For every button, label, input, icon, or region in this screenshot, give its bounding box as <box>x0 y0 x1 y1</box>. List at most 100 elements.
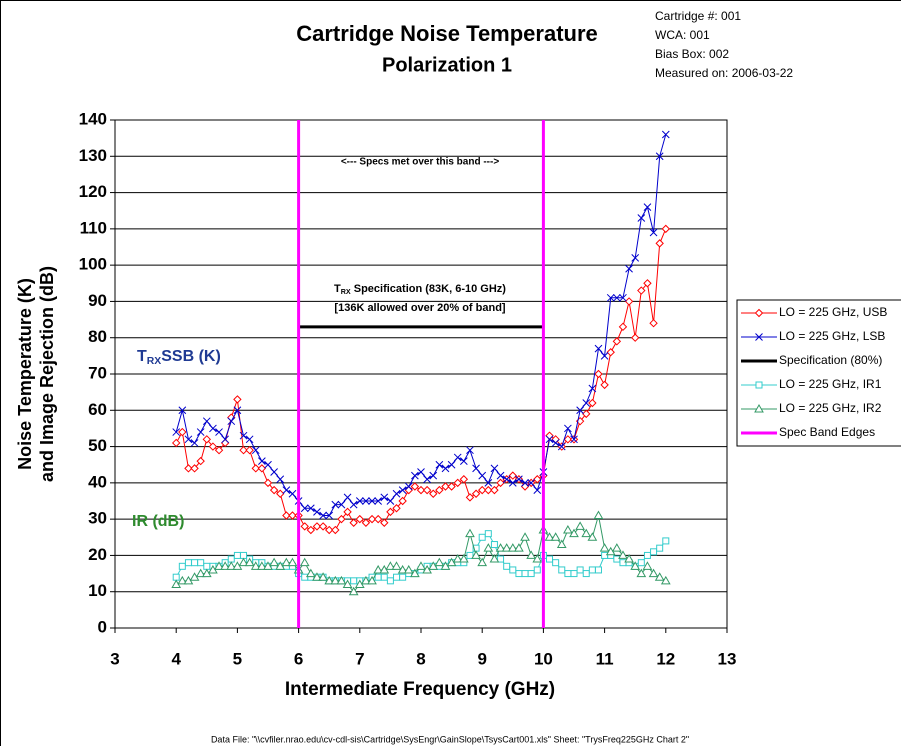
point <box>282 511 291 520</box>
point <box>618 322 628 332</box>
point <box>754 308 764 318</box>
point <box>416 485 426 495</box>
y-tick-label: 10 <box>88 581 107 600</box>
point <box>755 381 763 389</box>
point <box>331 500 340 509</box>
point <box>196 456 205 466</box>
point <box>301 573 309 581</box>
y-tick-label: 50 <box>88 436 107 455</box>
point <box>423 475 431 484</box>
x-tick-label: 6 <box>294 649 303 668</box>
point <box>472 464 480 473</box>
point <box>362 497 370 505</box>
point <box>221 435 230 444</box>
point <box>630 561 641 570</box>
point <box>422 485 432 495</box>
y-tick-label: 100 <box>79 255 107 274</box>
point <box>349 500 358 509</box>
point <box>197 559 205 567</box>
legend-label: Specification (80%) <box>779 353 882 367</box>
point <box>281 557 292 567</box>
x-tick-label: 9 <box>477 649 486 668</box>
point <box>532 554 543 563</box>
point <box>624 554 634 563</box>
point <box>558 566 566 574</box>
annotation: TRX Specification (83K, 6-10 GHz) <box>334 283 506 296</box>
y-tick-label: 120 <box>79 182 107 201</box>
point <box>642 561 653 570</box>
point <box>490 541 498 549</box>
point <box>435 460 444 469</box>
y-tick-label: 30 <box>88 509 107 528</box>
x-tick-label: 3 <box>110 649 119 668</box>
x-tick-label: 8 <box>416 649 425 668</box>
annotation-part: Specification (83K, 6-10 GHz) <box>351 283 507 295</box>
point <box>350 577 358 585</box>
point <box>557 442 566 451</box>
y-axis-title: Noise Temperature (K) <box>15 278 35 470</box>
x-tick-label: 5 <box>233 649 242 668</box>
trx-label-part: T <box>137 348 147 365</box>
point <box>343 507 352 517</box>
point <box>501 543 512 552</box>
point <box>478 533 486 541</box>
point <box>251 446 260 455</box>
point <box>569 528 579 538</box>
point <box>184 559 192 567</box>
point <box>324 575 335 585</box>
point <box>612 337 622 346</box>
point <box>392 504 401 513</box>
point <box>533 475 542 484</box>
point <box>649 228 658 237</box>
info-line: Bias Box: 002 <box>655 47 729 61</box>
point <box>441 482 450 491</box>
point <box>251 464 260 473</box>
point <box>337 514 346 524</box>
point <box>208 442 218 451</box>
point <box>588 384 597 393</box>
point <box>195 568 206 578</box>
y-tick-label: 140 <box>79 109 107 128</box>
point <box>545 435 554 444</box>
point <box>490 485 499 495</box>
point <box>393 573 401 581</box>
point <box>484 479 493 487</box>
point <box>374 573 382 581</box>
point <box>337 500 346 509</box>
point <box>588 566 596 574</box>
point <box>551 439 560 447</box>
point <box>312 572 322 581</box>
point <box>178 406 187 415</box>
point <box>299 557 310 567</box>
point <box>570 570 578 578</box>
point <box>521 570 529 578</box>
point <box>594 369 603 379</box>
point <box>496 471 505 480</box>
point <box>171 438 181 448</box>
chart-title: Cartridge Noise Temperature <box>296 21 598 46</box>
point <box>465 493 475 502</box>
point <box>624 297 634 306</box>
point <box>209 424 217 433</box>
point <box>452 554 463 563</box>
x-tick-label: 12 <box>656 649 675 668</box>
point <box>612 293 621 302</box>
point <box>336 575 347 585</box>
point <box>386 497 395 505</box>
point <box>515 570 523 578</box>
point <box>546 555 554 563</box>
point <box>754 403 764 413</box>
point <box>484 530 492 538</box>
point <box>495 543 506 552</box>
point <box>342 579 353 588</box>
point <box>611 543 622 552</box>
point <box>563 435 573 444</box>
point <box>649 318 658 328</box>
point <box>264 460 272 469</box>
point <box>466 446 474 455</box>
point <box>318 572 328 581</box>
legend-label: LO = 225 GHz, IR2 <box>779 401 882 415</box>
point <box>373 564 384 574</box>
point <box>625 264 633 273</box>
